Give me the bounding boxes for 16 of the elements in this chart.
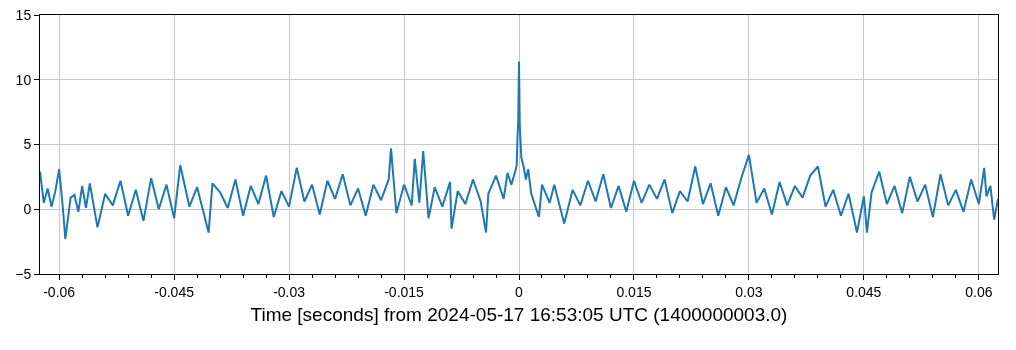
y-tick-label: 15 (15, 6, 32, 23)
x-tick-label: 0.015 (616, 283, 652, 300)
line-series (40, 60, 998, 241)
y-tick-label: 10 (15, 71, 32, 88)
x-axis-title: Time [seconds] from 2024-05-17 16:53:05 UTC (1400000003.0) (250, 303, 788, 325)
x-tick-label: -0.015 (384, 283, 425, 300)
x-tick-label: 0.06 (965, 283, 993, 300)
y-tick-label: 0 (23, 201, 32, 218)
y-tick-label: 5 (23, 136, 32, 153)
x-tick-label: 0.03 (735, 283, 763, 300)
x-tick-label: -0.06 (43, 283, 76, 300)
y-tick-label: −5 (15, 265, 32, 282)
x-tick-label: 0.045 (846, 283, 882, 300)
x-tick-label: -0.03 (273, 283, 306, 300)
x-tick-label: -0.045 (154, 283, 195, 300)
x-tick-label: 0 (515, 283, 524, 300)
